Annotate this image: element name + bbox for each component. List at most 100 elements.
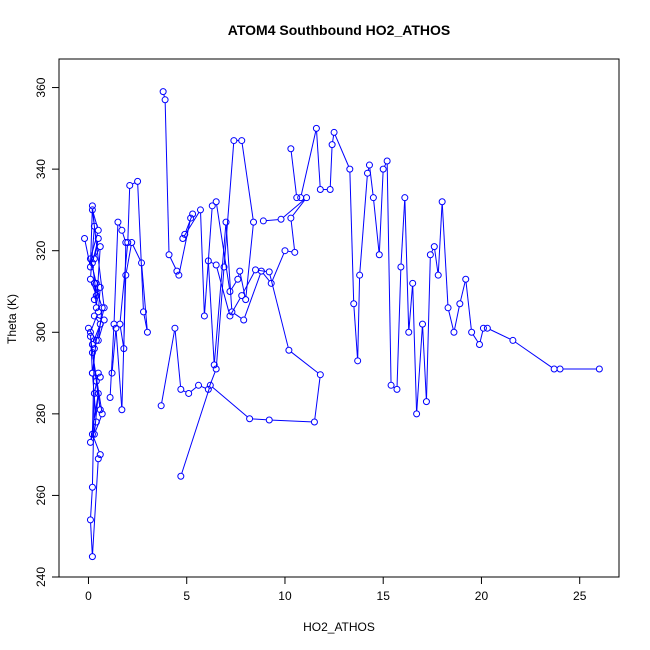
data-point — [281, 247, 289, 255]
series-line-segment — [90, 335, 93, 371]
data-point — [397, 263, 405, 271]
series-line-segment — [201, 385, 206, 389]
data-point — [98, 410, 106, 418]
data-point — [92, 418, 100, 426]
series-line-segment — [91, 314, 98, 330]
series-line-segment — [332, 135, 335, 142]
data-point — [195, 381, 203, 389]
series-line-segment — [90, 233, 98, 257]
data-point — [187, 214, 195, 222]
series-line-segment — [373, 200, 380, 252]
data-point — [383, 157, 391, 165]
series-line-segment — [290, 220, 295, 250]
series-line-segment — [262, 273, 270, 282]
data-point — [595, 365, 603, 373]
series-line-segment — [244, 273, 261, 318]
series-line-segment — [92, 343, 97, 371]
data-point — [413, 410, 421, 418]
data-point — [92, 377, 100, 385]
series-line-segment — [93, 326, 100, 342]
data-point — [509, 336, 517, 344]
data-point — [177, 385, 185, 393]
data-point — [86, 255, 94, 263]
data-point — [238, 292, 246, 300]
series-line-segment — [231, 297, 241, 314]
data-point — [88, 341, 96, 349]
y-axis-label: Theta (K) — [5, 294, 19, 344]
y-tick-label: 340 — [34, 159, 48, 179]
data-point — [316, 186, 324, 194]
data-point — [265, 416, 273, 424]
data-point — [159, 88, 167, 96]
series-line-segment — [96, 316, 102, 320]
series-line-segment — [400, 200, 406, 265]
series-line-segment — [91, 351, 95, 432]
series-line-segment — [465, 282, 472, 330]
data-point — [462, 275, 470, 283]
data-point — [81, 234, 89, 242]
data-point — [98, 304, 106, 312]
y-tick-label: 300 — [34, 322, 48, 342]
series-line-segment — [357, 278, 361, 358]
series-line-segment — [329, 147, 333, 187]
series-line-segment — [127, 188, 131, 240]
series-line-segment — [208, 263, 215, 362]
series-line-segment — [164, 102, 170, 252]
series-line-segment — [223, 143, 235, 265]
series-line-segment — [94, 286, 97, 297]
data-point — [139, 308, 147, 316]
series-line-segment — [111, 331, 117, 371]
series-line-segment — [181, 387, 210, 474]
data-point — [426, 251, 434, 259]
series-line-segment — [119, 245, 128, 322]
data-point — [365, 161, 373, 169]
series-line-segment — [143, 314, 148, 330]
series-line-segment — [384, 163, 387, 167]
series-line-segment — [515, 341, 552, 368]
series-line-segment — [437, 204, 443, 273]
data-point — [328, 141, 336, 149]
series-line-segment — [215, 269, 225, 367]
series-line-segment — [213, 225, 227, 362]
series-layer — [81, 88, 603, 561]
data-point — [86, 332, 94, 340]
data-point — [240, 316, 248, 324]
series-line-segment — [225, 225, 233, 309]
data-point — [291, 248, 299, 256]
x-axis: 0 5 10 15 20 25 — [85, 576, 587, 603]
series-line-segment — [94, 286, 102, 306]
series-line-segment — [242, 272, 255, 294]
series-line-segment — [169, 257, 177, 269]
series-line-segment — [118, 224, 122, 228]
data-point — [226, 312, 234, 320]
series-line-segment — [90, 261, 97, 281]
series-line-segment — [95, 289, 100, 298]
data-point — [100, 304, 108, 312]
y-tick-label: 320 — [34, 240, 48, 260]
data-point — [287, 214, 295, 222]
series-line-segment — [448, 310, 454, 330]
series-line-segment — [272, 419, 312, 423]
data-point — [122, 271, 130, 279]
series-line-segment — [378, 172, 384, 252]
data-point — [316, 371, 324, 379]
series-line-segment — [426, 257, 431, 399]
data-point — [88, 349, 96, 357]
data-point — [92, 292, 100, 300]
series-line-segment — [204, 208, 213, 314]
y-tick-label: 240 — [34, 567, 48, 587]
data-point — [204, 257, 212, 265]
series-line-segment — [334, 134, 350, 167]
series-line-segment — [454, 306, 460, 330]
data-point — [330, 128, 338, 136]
series-line-segment — [208, 371, 216, 387]
data-point — [401, 194, 409, 202]
series-line-segment — [353, 306, 358, 358]
data-point — [88, 430, 96, 438]
data-point — [257, 267, 265, 275]
data-point — [171, 324, 179, 332]
series-line-segment — [231, 281, 237, 290]
data-point — [369, 194, 377, 202]
series-line-segment — [96, 249, 101, 305]
data-point — [479, 324, 487, 332]
